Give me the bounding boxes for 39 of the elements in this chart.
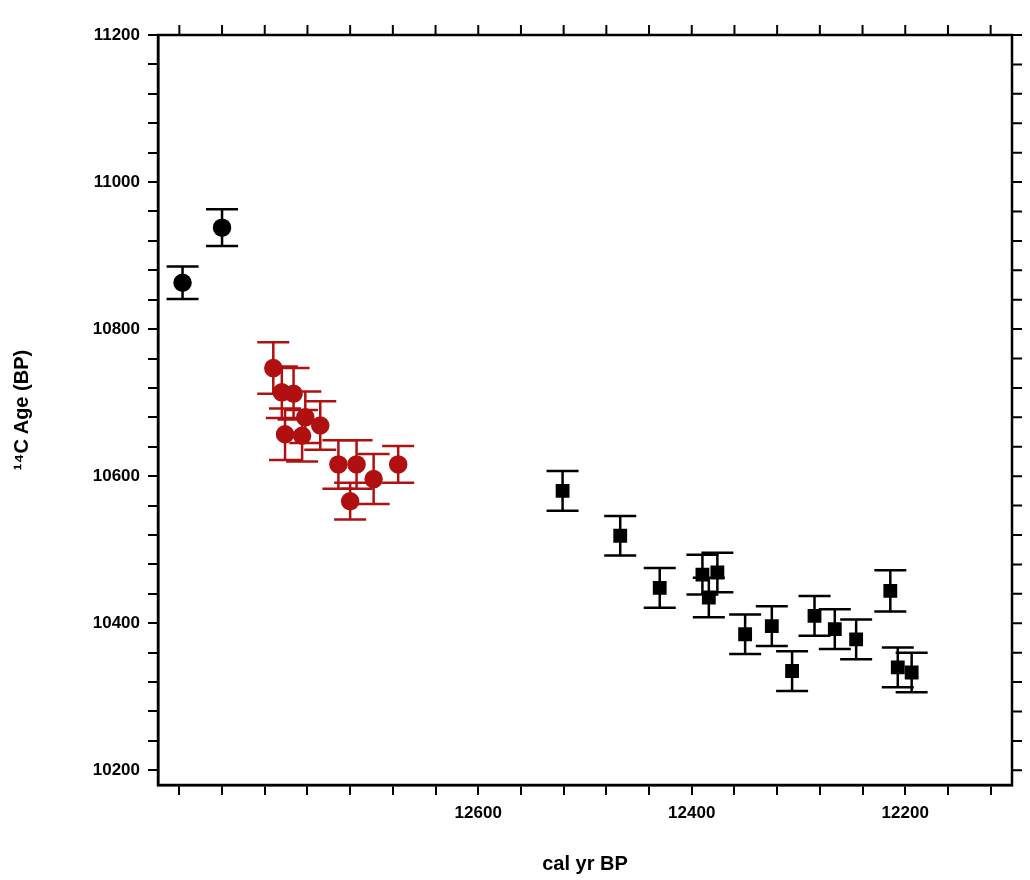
point xyxy=(827,622,842,637)
point xyxy=(212,218,232,237)
point xyxy=(710,565,725,580)
point xyxy=(849,632,864,647)
point xyxy=(904,665,919,680)
y-tick-label: 10200 xyxy=(92,759,140,779)
point xyxy=(340,491,360,511)
point xyxy=(275,425,295,444)
y-tick-label: 10600 xyxy=(92,465,140,485)
point xyxy=(264,358,283,378)
point xyxy=(347,455,366,474)
y-tick-label: 11000 xyxy=(93,171,140,191)
x-tick-label: 12400 xyxy=(668,802,716,822)
point xyxy=(555,483,570,498)
y-axis-title: ¹⁴C Age (BP) xyxy=(9,349,32,471)
point xyxy=(364,469,383,489)
x-tick-label: 12200 xyxy=(881,802,929,822)
point xyxy=(292,426,312,445)
point xyxy=(807,608,822,623)
point xyxy=(785,664,799,678)
y-tick-label: 10800 xyxy=(92,318,140,338)
point xyxy=(388,455,408,474)
point xyxy=(284,384,303,404)
y-tick-label: 10400 xyxy=(92,612,140,632)
point xyxy=(701,590,716,605)
x-axis-title: cal yr BP xyxy=(542,851,628,874)
point xyxy=(329,455,348,474)
y-tick-label: 11200 xyxy=(93,24,140,44)
point xyxy=(883,583,898,598)
point xyxy=(695,567,710,582)
point xyxy=(764,619,779,634)
point xyxy=(296,408,315,427)
point xyxy=(652,581,667,595)
point xyxy=(173,273,192,293)
point xyxy=(738,627,753,642)
point xyxy=(311,416,330,435)
point xyxy=(890,660,905,675)
point xyxy=(613,528,628,543)
x-tick-label: 12600 xyxy=(454,802,502,822)
